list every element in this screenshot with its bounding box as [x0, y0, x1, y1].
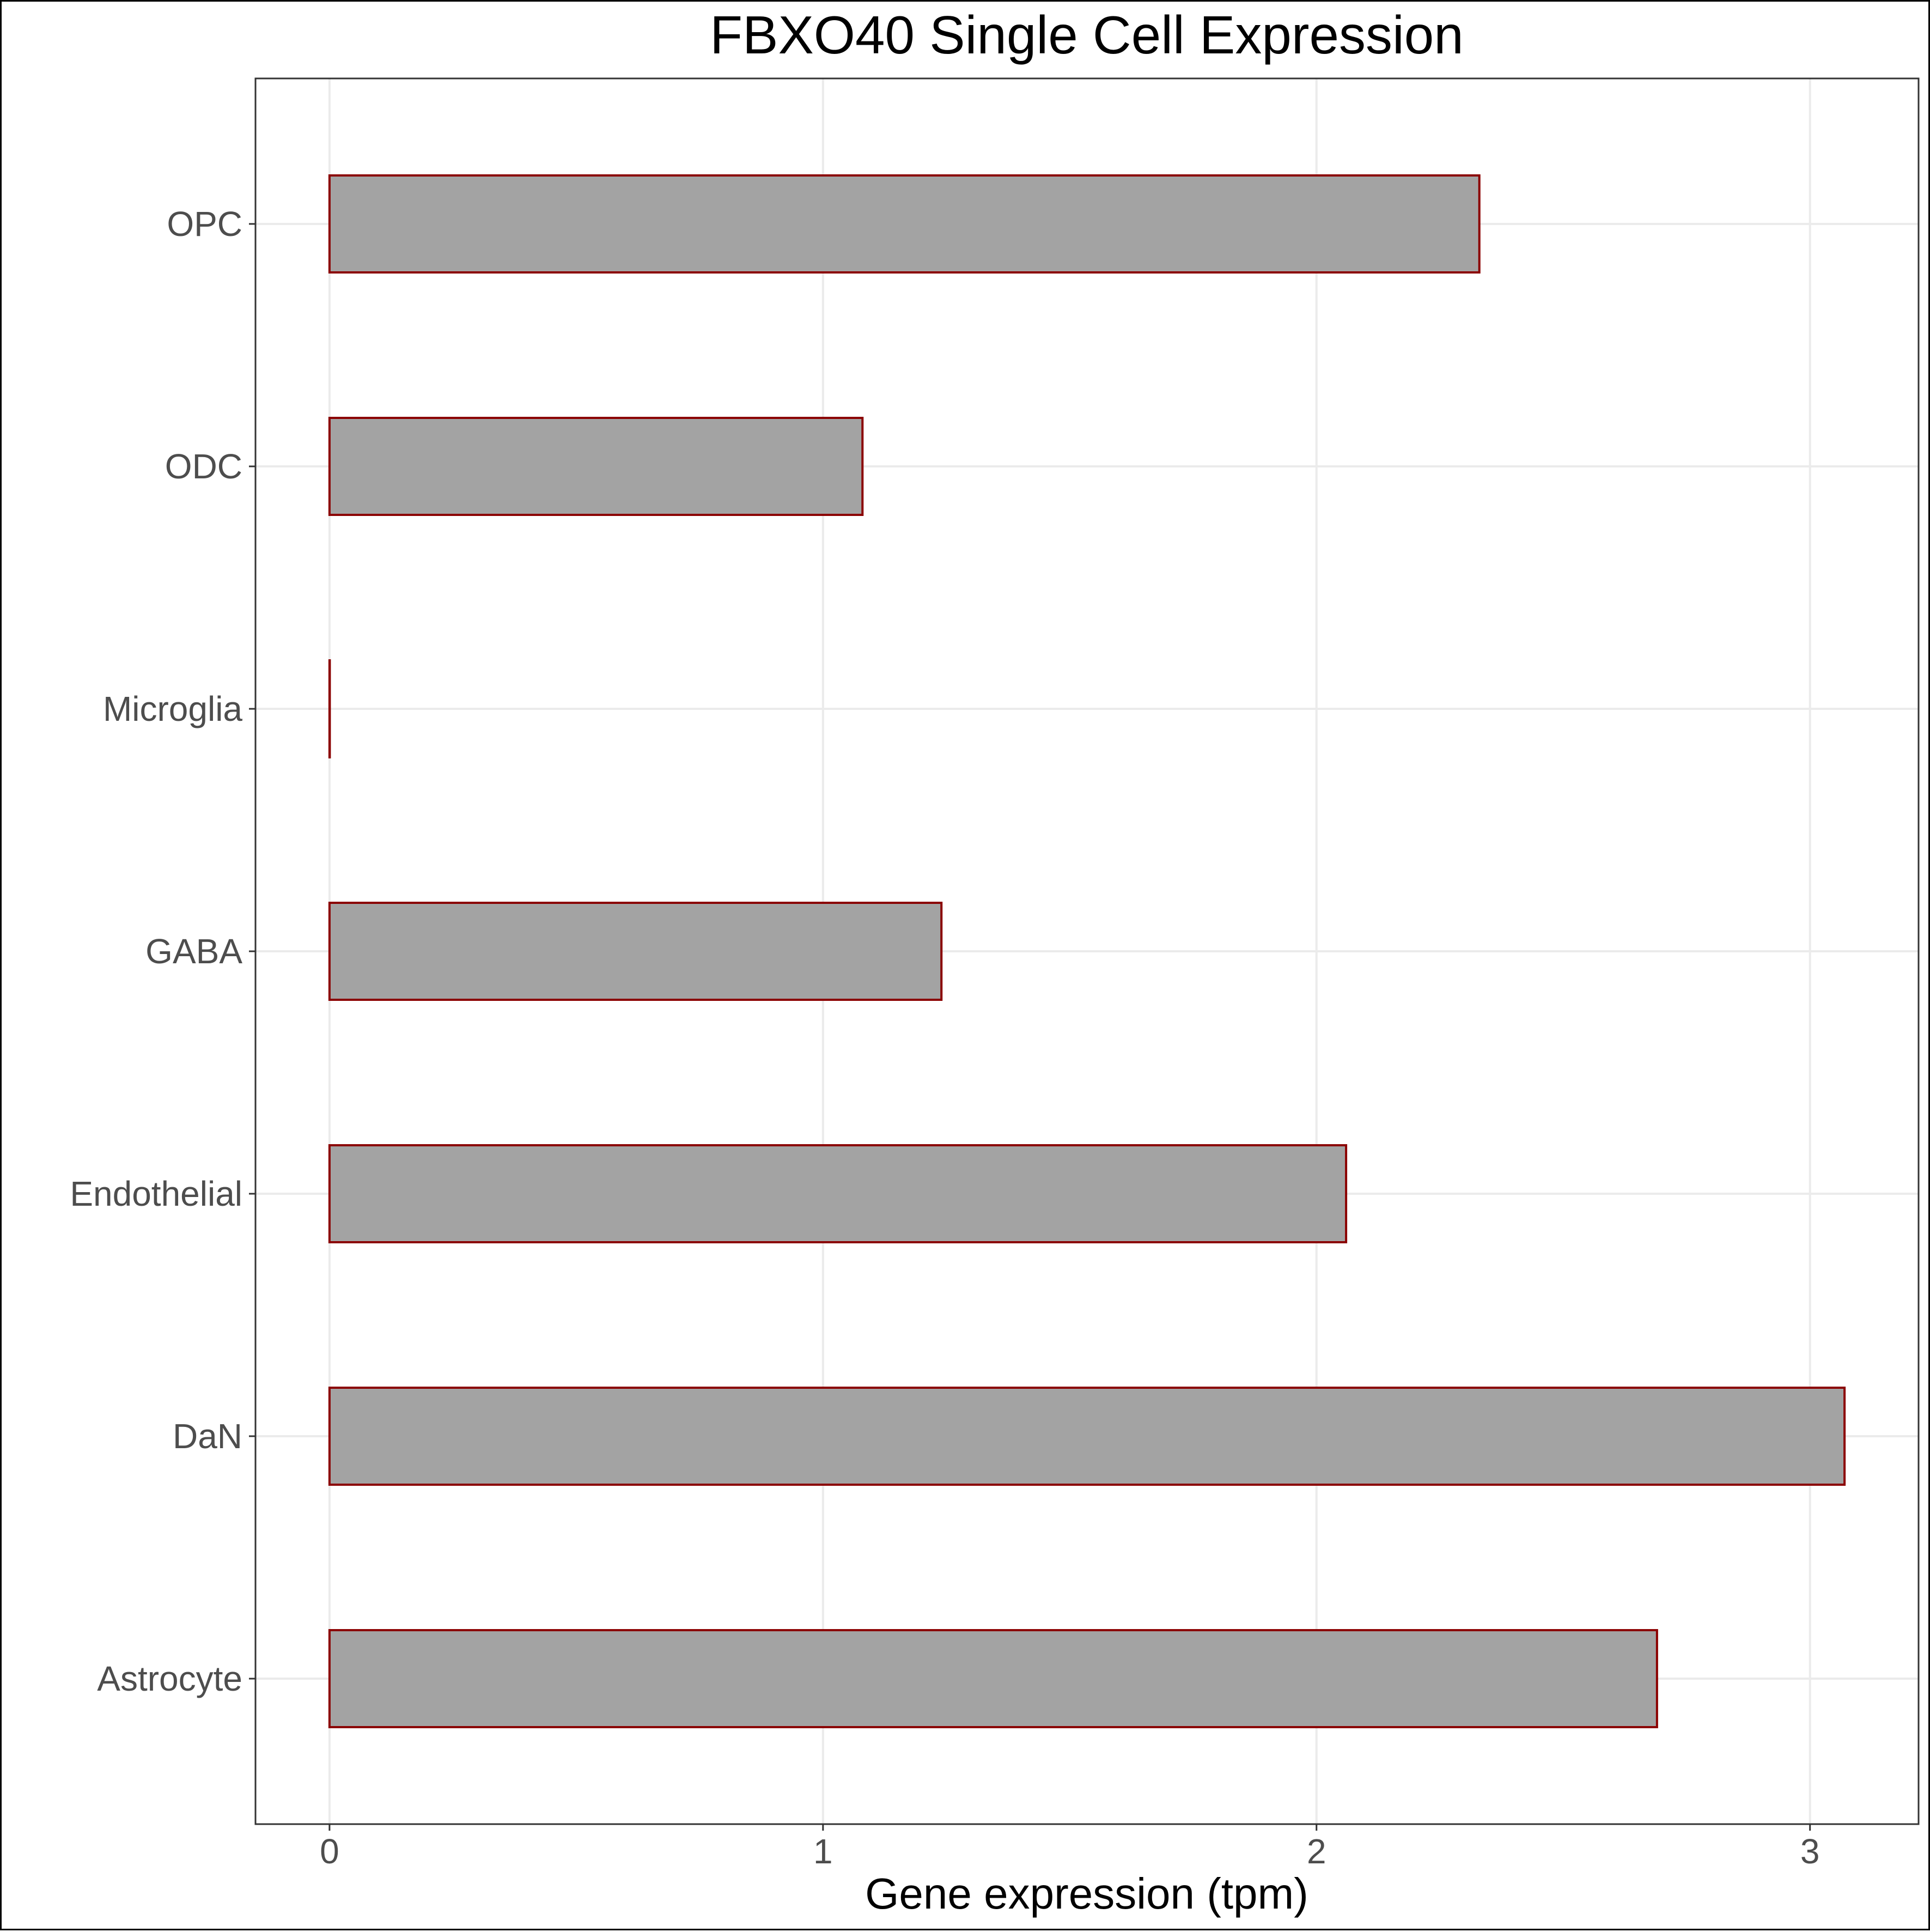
chart-title: FBXO40 Single Cell Expression: [710, 5, 1464, 65]
y-tick-label-endothelial: Endothelial: [70, 1174, 242, 1213]
x-axis-title: Gene expression (tpm): [865, 1869, 1308, 1918]
x-tick-label: 3: [1800, 1832, 1820, 1871]
y-tick-label-odc: ODC: [165, 447, 242, 486]
x-tick-label: 0: [320, 1832, 339, 1871]
y-tick-label-microglia: Microglia: [103, 689, 242, 728]
bar-astrocyte: [328, 1629, 1658, 1728]
x-tick-label: 2: [1307, 1832, 1326, 1871]
y-tick-label-dan: DaN: [173, 1417, 242, 1456]
bar-odc: [328, 417, 864, 516]
bar-gaba: [328, 902, 943, 1001]
bar-endothelial: [328, 1144, 1348, 1243]
y-tick-label-astrocyte: Astrocyte: [97, 1659, 242, 1698]
y-tick-label-opc: OPC: [167, 204, 242, 244]
bar-dan: [328, 1387, 1846, 1486]
y-tick-label-gaba: GABA: [145, 932, 242, 971]
bar-opc: [328, 174, 1481, 274]
x-tick-label: 1: [813, 1832, 833, 1871]
